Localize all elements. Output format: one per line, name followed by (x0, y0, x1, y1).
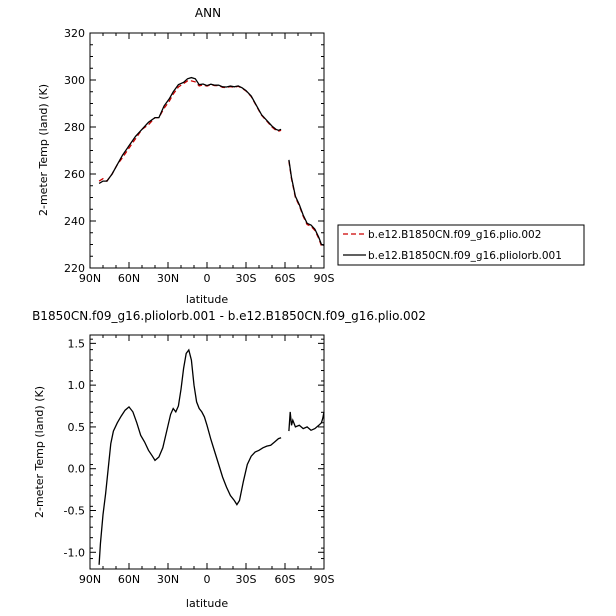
top-chart-series (98, 76, 325, 248)
series-line-1-segment-1 (288, 159, 325, 247)
x-tick-label: 0 (204, 272, 211, 285)
y-tick-label: 0.5 (68, 421, 86, 434)
x-tick-label: 90N (79, 573, 101, 586)
series-line-0-segment-0 (98, 80, 282, 182)
y-tick-label: -0.5 (64, 505, 85, 518)
bottom-chart-y-axis-label: 2-meter Temp (land) (K) (33, 386, 46, 518)
legend-box (337, 224, 585, 266)
x-tick-label: 30S (236, 573, 257, 586)
y-tick-label: 280 (64, 121, 85, 134)
x-tick-label: 60S (275, 272, 296, 285)
bottom-chart-title: B1850CN.f09_g16.pliolorb.001 - b.e12.B18… (32, 309, 426, 323)
legend-entry-plio: b.e12.B1850CN.f09_g16.plio.002 (368, 229, 541, 241)
top-chart-title: ANN (195, 6, 221, 20)
y-tick-label: 1.0 (68, 379, 86, 392)
x-tick-label: 90S (314, 573, 335, 586)
x-tick-label: 90N (79, 272, 101, 285)
x-tick-label: 60N (118, 573, 140, 586)
series-line-0-segment-1 (288, 411, 325, 432)
bottom-chart-series (98, 348, 325, 565)
y-tick-label: 1.5 (68, 337, 86, 350)
x-tick-label: 0 (204, 573, 211, 586)
y-tick-label: 300 (64, 74, 85, 87)
bottom-chart-ticks: 90N 60N 30N 0 30S 60S 90S -1.0 -0.5 0.0 0.5 1.0 1.5 (64, 335, 335, 586)
bottom-chart-plot-frame (89, 334, 325, 570)
top-chart-ticks: 90N 60N 30N 0 30S 60S 90S 220 240 260 280 300 320 (64, 27, 335, 285)
bottom-chart-x-axis-label: latitude (186, 597, 228, 610)
legend: b.e12.B1850CN.f09_g16.plio.002 b.e12.B18… (337, 224, 585, 266)
top-chart: ANN 90N 60N 30N 0 30S 60S 90S 220 240 260 280 300 32… (37, 6, 335, 306)
y-tick-label: 320 (64, 27, 85, 40)
bottom-chart: B1850CN.f09_g16.pliolorb.001 - b.e12.B18… (32, 309, 426, 610)
y-tick-label: -1.0 (64, 546, 85, 559)
legend-entry-pliolorb: b.e12.B1850CN.f09_g16.pliolorb.001 (368, 250, 562, 262)
series-line-1-segment-0 (98, 76, 282, 184)
x-tick-label: 30N (157, 272, 179, 285)
top-chart-x-axis-label: latitude (186, 293, 228, 306)
series-line-0-segment-0 (98, 348, 282, 565)
y-tick-label: 220 (64, 262, 85, 275)
x-tick-label: 60S (275, 573, 296, 586)
x-tick-label: 60N (118, 272, 140, 285)
y-tick-label: 260 (64, 168, 85, 181)
y-tick-label: 240 (64, 215, 85, 228)
top-chart-y-axis-label: 2-meter Temp (land) (K) (37, 84, 50, 216)
x-tick-label: 90S (314, 272, 335, 285)
x-tick-label: 30N (157, 573, 179, 586)
x-tick-label: 30S (236, 272, 257, 285)
y-tick-label: 0.0 (68, 463, 86, 476)
